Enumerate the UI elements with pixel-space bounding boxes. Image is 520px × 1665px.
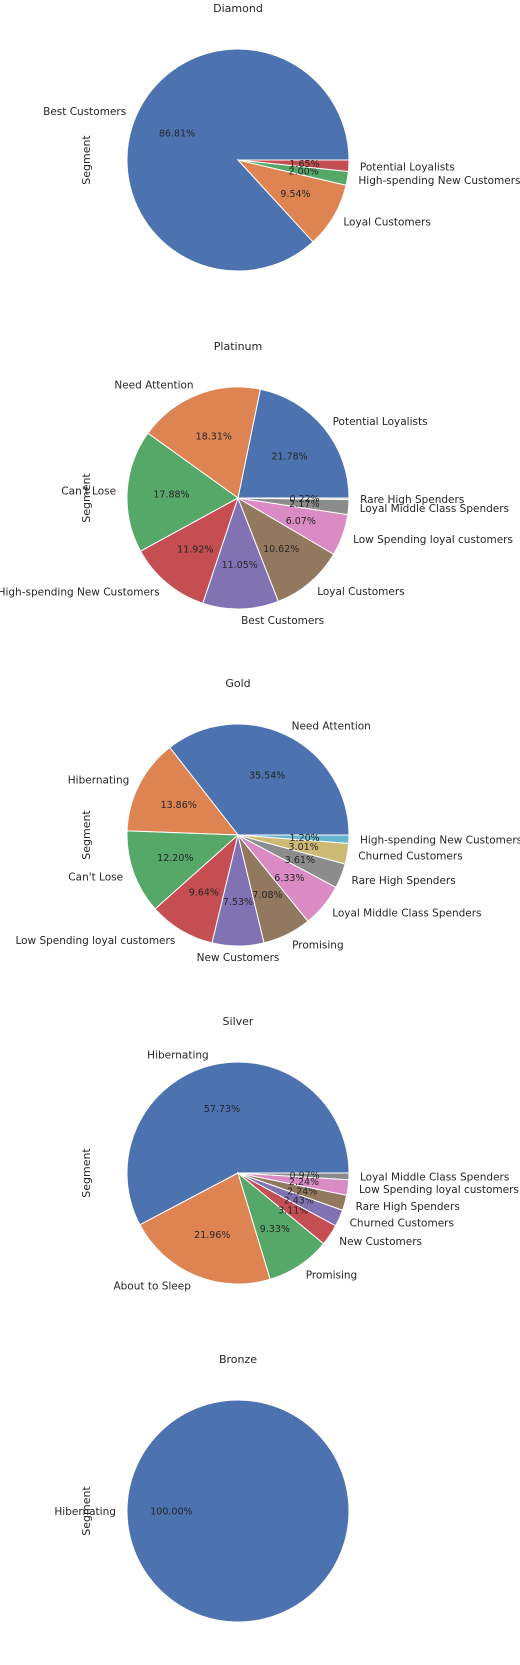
pct-label: 2.24% <box>289 1177 319 1188</box>
pct-label: 86.81% <box>159 129 195 140</box>
slice-label: High-spending New Customers <box>358 175 520 187</box>
pct-label: 21.78% <box>271 451 307 462</box>
slice-can-t-lose <box>126 830 240 910</box>
slice-loyal-customers <box>237 496 335 603</box>
slice-label: Best Customers <box>241 615 324 627</box>
slice-need-attention <box>169 723 350 836</box>
pct-label: 7.53% <box>223 897 253 908</box>
pie-chart-bronze: Bronze Segment 100.00% Hibernating <box>54 1353 350 1623</box>
slice-label: Loyal Middle Class Spenders <box>332 908 481 920</box>
slice-label: Need Attention <box>292 720 371 732</box>
slice-about-to-sleep <box>139 1172 271 1285</box>
slice-label: Rare High Spenders <box>356 1201 460 1213</box>
pct-label: 2.43% <box>284 1196 314 1207</box>
pct-label: 18.31% <box>196 432 232 443</box>
slice-label: About to Sleep <box>113 1281 191 1293</box>
slice-need-attention <box>147 386 261 499</box>
slice-label: Best Customers <box>43 106 126 118</box>
pct-label: 2.17% <box>289 499 319 510</box>
pct-label: 11.05% <box>222 560 258 571</box>
pie-chart-gold: Gold Segment 35.54% Need Attention 13.86% Hib… <box>15 677 520 964</box>
slice-label: Hibernating <box>147 1050 209 1062</box>
pct-label: 1.65% <box>289 159 319 170</box>
slice-label: Low Spending loyal customers <box>15 935 175 947</box>
pct-label: 10.62% <box>263 544 299 555</box>
slice-label: New Customers <box>339 1236 422 1248</box>
slice-label: High-spending New Customers <box>360 835 520 847</box>
pct-label: 2.24% <box>287 1186 317 1197</box>
slice-rare-high-spenders <box>237 497 350 501</box>
pct-label: 57.73% <box>204 1104 240 1115</box>
chart-title: Gold <box>225 677 250 690</box>
slice-potential-loyalists <box>237 159 350 173</box>
chart-title: Platinum <box>214 340 262 353</box>
pct-label: 9.64% <box>189 888 219 899</box>
slice-label: Loyal Customers <box>317 586 404 598</box>
pie-chart-platinum: Platinum Segment 21.78% Potential Loyalists… <box>0 340 513 627</box>
pct-label: 0.22% <box>290 494 320 505</box>
slice-loyal-middle-class-spenders <box>237 1172 350 1181</box>
slice-hibernating <box>126 1061 350 1226</box>
slice-best-customers <box>202 496 280 610</box>
slice-label: Promising <box>306 1270 358 1282</box>
slice-label: Rare High Spenders <box>352 875 456 887</box>
slice-label: Churned Customers <box>358 851 462 863</box>
pct-label: 21.96% <box>194 1230 230 1241</box>
chart-title: Silver <box>223 1015 254 1028</box>
slice-hibernating <box>126 1399 350 1623</box>
slice-label: Hibernating <box>68 774 130 786</box>
slice-high-spending-new-customers <box>237 834 350 844</box>
slice-label: Loyal Middle Class Spenders <box>360 503 509 515</box>
pct-label: 17.88% <box>153 489 189 500</box>
slice-label: Potential Loyalists <box>360 161 455 173</box>
pct-label: 3.11% <box>278 1206 308 1217</box>
pct-label: 3.61% <box>285 855 315 866</box>
slice-label: Promising <box>292 939 344 951</box>
slice-label: Low Spending loyal customers <box>353 534 513 546</box>
pct-label: 9.33% <box>260 1224 290 1235</box>
pct-label: 35.54% <box>249 771 285 782</box>
pct-label: 100.00% <box>150 1507 192 1518</box>
pct-label: 0.97% <box>290 1171 320 1182</box>
y-axis-label: Segment <box>80 1148 93 1198</box>
pct-label: 2.00% <box>289 167 319 178</box>
slice-label: New Customers <box>197 952 280 964</box>
slice-label: Loyal Middle Class Spenders <box>360 1172 509 1184</box>
pct-label: 12.20% <box>157 853 193 864</box>
slice-hibernating <box>126 746 240 836</box>
slice-label: High-spending New Customers <box>0 587 160 599</box>
slice-can-t-lose <box>126 432 239 552</box>
slice-label: Rare High Spenders <box>360 494 464 506</box>
chart-title: Bronze <box>219 1353 257 1366</box>
pie-chart-silver: Silver Segment 57.73% Hibernating 21.96% Abou… <box>80 1015 519 1293</box>
slice-label: Need Attention <box>114 379 193 391</box>
pct-label: 13.86% <box>161 800 197 811</box>
y-axis-label: Segment <box>80 810 93 860</box>
slice-label: Loyal Customers <box>343 217 430 229</box>
slice-high-spending-new-customers <box>139 496 239 604</box>
pct-label: 9.54% <box>280 189 310 200</box>
pie-chart-diamond: Diamond Segment 86.81% Best Customers 9.54% L… <box>43 2 520 272</box>
pct-label: 6.33% <box>274 873 304 884</box>
y-axis-label: Segment <box>80 135 93 185</box>
pct-label: 7.08% <box>252 890 282 901</box>
chart-title: Diamond <box>213 2 263 15</box>
y-axis-label: Segment <box>80 1486 93 1536</box>
slice-label: Hibernating <box>54 1506 116 1518</box>
pct-label: 3.01% <box>289 842 319 853</box>
pct-label: 6.07% <box>286 516 316 527</box>
y-axis-label: Segment <box>80 473 93 523</box>
slice-potential-loyalists <box>237 388 350 499</box>
pct-label: 1.20% <box>290 833 320 844</box>
pct-label: 11.92% <box>177 545 213 556</box>
slice-label: Churned Customers <box>350 1218 454 1230</box>
slice-label: Potential Loyalists <box>333 416 428 428</box>
slice-label: Low Spending loyal customers <box>359 1184 519 1196</box>
slice-label: Can't Lose <box>68 871 123 883</box>
slice-label: Can't Lose <box>61 486 116 498</box>
